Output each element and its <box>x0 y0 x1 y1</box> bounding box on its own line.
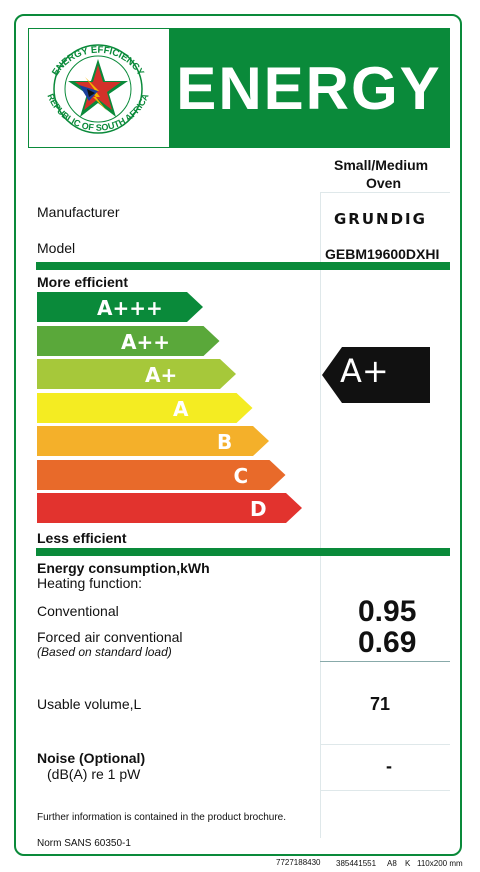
divider <box>320 744 450 745</box>
efficiency-class-shape <box>37 392 253 423</box>
efficiency-class-arrow <box>37 359 236 389</box>
efficiency-class-label: A+ <box>145 363 178 387</box>
less-efficient-label: Less efficient <box>37 530 127 546</box>
conventional-value: 0.95 <box>358 595 417 628</box>
noise-unit: (dB(A) re 1 pW <box>47 766 141 782</box>
divider <box>320 661 450 662</box>
efficiency-class-shape <box>37 493 302 523</box>
values-divider <box>320 556 321 838</box>
footer-info: Further information is contained in the … <box>37 812 287 823</box>
more-efficient-label: More efficient <box>37 274 129 290</box>
section-divider-top <box>36 262 450 270</box>
print-code-4: K <box>405 859 411 868</box>
energy-title-box: ENERGY <box>169 29 449 147</box>
model-label: Model <box>37 240 76 256</box>
usable-volume-value: 71 <box>370 694 391 714</box>
rating-arrow: A+ <box>322 347 430 403</box>
efficiency-class-label: C <box>233 463 249 488</box>
divider <box>320 192 450 193</box>
efficiency-class-label: A <box>173 396 189 421</box>
efficiency-class-shape <box>37 292 203 322</box>
efficiency-class-shape <box>37 325 220 356</box>
rating-value: A+ <box>340 352 389 390</box>
usable-volume-label: Usable volume,L <box>37 696 142 712</box>
energy-efficiency-seal: ENERGY EFFICIENCY REPUBLIC OF SOUTH AFRI… <box>29 29 167 147</box>
energy-title: ENERGY <box>176 54 442 122</box>
efficiency-class-label: D <box>250 497 267 521</box>
efficiency-class-arrow <box>37 292 203 322</box>
label-header: ENERGY EFFICIENCY REPUBLIC OF SOUTH AFRI… <box>28 28 450 148</box>
section-divider-bottom <box>36 548 450 556</box>
efficiency-class-arrow <box>37 493 302 523</box>
noise-value: - <box>386 756 392 776</box>
model-value: GEBM19600DXHI <box>325 246 440 262</box>
print-code-5: 110x200 mm <box>417 859 463 868</box>
energy-consumption-title: Energy consumption,kWh <box>37 560 210 576</box>
label-frame <box>14 14 462 856</box>
appliance-type-line1: Small/Medium <box>334 157 429 173</box>
efficiency-class-arrow <box>37 426 269 456</box>
efficiency-class-arrow <box>37 325 220 356</box>
print-code-1: 7727188430 <box>276 858 321 867</box>
seal-logo-icon: ENERGY EFFICIENCY REPUBLIC OF SOUTH AFRI… <box>45 44 151 134</box>
scale-divider <box>320 270 321 548</box>
appliance-type-line2: Oven <box>366 175 402 191</box>
efficiency-class-shape <box>37 459 286 490</box>
efficiency-class-label: B <box>217 430 233 454</box>
efficiency-class-label: A+++ <box>97 296 163 320</box>
divider <box>320 790 450 791</box>
forced-air-label: Forced air conventional <box>37 629 183 645</box>
heating-function-label: Heating function: <box>37 575 143 591</box>
efficiency-class-bar: B <box>37 426 269 456</box>
efficiency-class-label: A++ <box>121 329 170 354</box>
conventional-label: Conventional <box>37 603 119 619</box>
manufacturer-value: GRUNDIG <box>334 210 427 228</box>
rating-arrow-icon <box>322 347 430 403</box>
efficiency-class-bar: A+++ <box>37 292 203 322</box>
efficiency-class-arrow <box>37 392 253 423</box>
efficiency-class-bar: A <box>37 392 253 423</box>
noise-label: Noise (Optional) <box>37 750 146 766</box>
print-code-3: A8 <box>387 859 397 868</box>
efficiency-class-bar: C <box>37 459 286 490</box>
footer-norm: Norm SANS 60350-1 <box>37 838 131 849</box>
efficiency-class-bar: A++ <box>37 325 220 356</box>
print-code-2: 385441551 <box>336 859 377 868</box>
forced-air-value: 0.69 <box>358 626 417 659</box>
forced-air-note: (Based on standard load) <box>37 645 172 659</box>
efficiency-class-shape <box>37 359 236 389</box>
efficiency-class-bar: D <box>37 493 302 523</box>
efficiency-class-arrow <box>37 459 286 490</box>
manufacturer-label: Manufacturer <box>37 204 120 220</box>
efficiency-class-bar: A+ <box>37 359 236 389</box>
efficiency-class-shape <box>37 426 269 456</box>
divider <box>320 192 321 262</box>
